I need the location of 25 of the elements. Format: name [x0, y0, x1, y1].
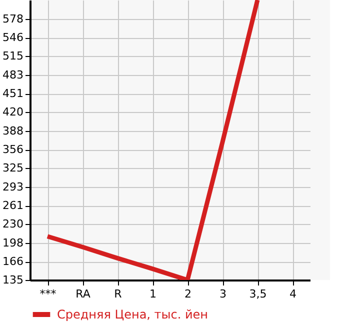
- y-tick-label: 451: [2, 87, 24, 100]
- y-tick-label: 166: [2, 255, 24, 268]
- y-tick-label: 388: [2, 124, 24, 138]
- x-tick-label: 2: [184, 288, 192, 300]
- x-tick-label: 3: [220, 288, 226, 300]
- y-tick-label: 515: [2, 50, 24, 62]
- y-tick-label: 293: [2, 180, 24, 194]
- y-tick-label: 578: [2, 12, 24, 26]
- x-tick-label: ***: [40, 288, 57, 300]
- y-tick-label: 420: [2, 106, 24, 118]
- x-tick-label: RA: [76, 288, 91, 300]
- legend-label: Средняя Цена, тыс. йен: [57, 308, 208, 322]
- y-tick-label: 325: [2, 162, 24, 174]
- y-tick-label: 356: [2, 143, 24, 156]
- y-tick-label: 546: [2, 31, 24, 44]
- y-tick-label: 135: [2, 274, 24, 286]
- x-tick-label: 3,5: [249, 288, 267, 300]
- x-tick-label: 1: [150, 288, 156, 300]
- x-tick-label: 4: [290, 288, 296, 300]
- x-tick-label: R: [114, 288, 122, 300]
- y-tick-label: 198: [2, 236, 24, 250]
- line-series: [45, 0, 260, 280]
- y-tick-label: 261: [2, 199, 24, 212]
- y-tick-label: 483: [2, 68, 24, 82]
- y-tick-label: 230: [2, 218, 24, 230]
